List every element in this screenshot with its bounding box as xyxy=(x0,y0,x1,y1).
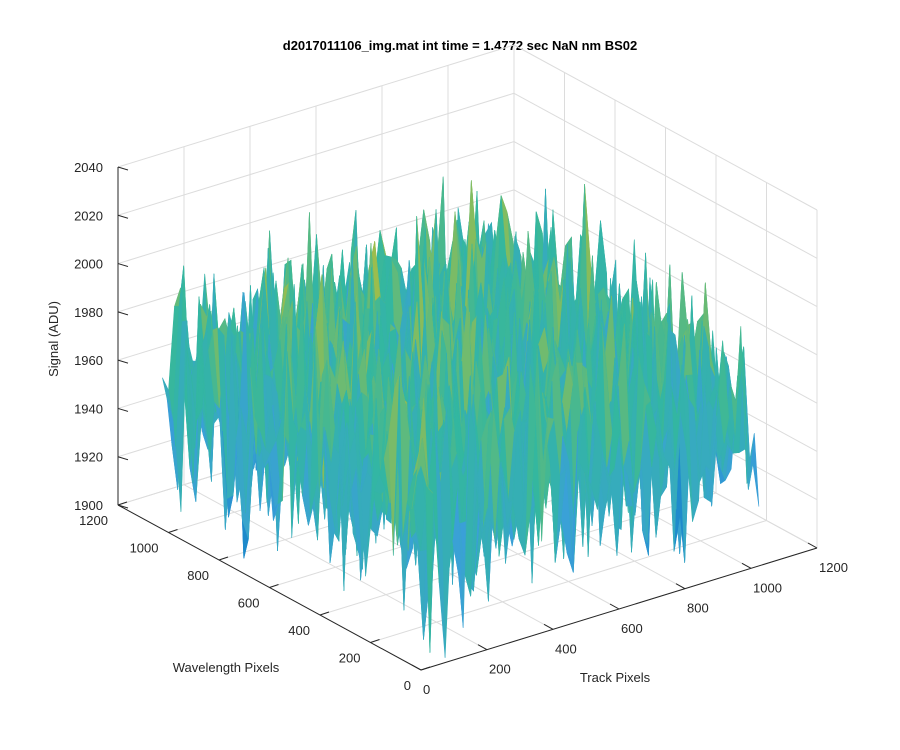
axes xyxy=(117,166,818,671)
z-tick-label: 1900 xyxy=(74,498,103,513)
y-tick-mark xyxy=(319,611,330,616)
x-axis-label: Track Pixels xyxy=(580,670,651,685)
x-tick-label: 600 xyxy=(621,621,643,636)
x-tick-label: 1200 xyxy=(819,560,848,575)
wall-grid-line xyxy=(117,44,515,168)
y-tick-label: 800 xyxy=(187,568,209,583)
wall-grid-line xyxy=(117,92,515,216)
y-tick-label: 1000 xyxy=(130,541,159,556)
x-tick-label: 1000 xyxy=(753,580,782,595)
z-tick-mark xyxy=(117,504,129,509)
wall-grid-line xyxy=(513,44,818,211)
x-tick-mark xyxy=(411,664,422,671)
surface-plot xyxy=(162,176,760,658)
z-tick-mark xyxy=(117,214,129,219)
x-tick-mark xyxy=(675,583,686,590)
x-tick-mark xyxy=(609,603,620,610)
z-tick-label: 2000 xyxy=(74,257,103,272)
y-tick-mark xyxy=(117,501,128,506)
z-tick-label: 1920 xyxy=(74,450,103,465)
z-tick-mark xyxy=(117,166,129,171)
x-tick-mark xyxy=(807,542,818,549)
x-tick-mark xyxy=(741,562,752,569)
wall-grid-line xyxy=(513,189,818,356)
x-tick-label: 400 xyxy=(555,641,577,656)
tick-labels: 0 200 400 600 800 1000 1200 0 200 400 600 800 1000 12… xyxy=(74,160,848,697)
x-tick-mark xyxy=(477,644,488,651)
z-axis-label: Signal (ADU) xyxy=(46,301,61,377)
wall-grid-line xyxy=(513,141,818,308)
chart-title: d2017011106_img.mat int time = 1.4772 se… xyxy=(283,38,637,53)
floor-grid-line xyxy=(370,520,767,643)
z-tick-label: 1960 xyxy=(74,353,103,368)
y-tick-label: 0 xyxy=(404,678,411,693)
z-tick-mark xyxy=(117,263,129,268)
x-tick-label: 800 xyxy=(687,601,709,616)
wall-grid-line xyxy=(117,141,515,265)
surface-patch xyxy=(416,438,428,487)
z-tick-mark xyxy=(117,311,129,316)
y-tick-label: 400 xyxy=(288,623,310,638)
y-tick-mark xyxy=(168,529,178,533)
y-tick-label: 1200 xyxy=(79,513,108,528)
y-tick-mark xyxy=(420,666,431,671)
y-tick-mark xyxy=(218,556,229,561)
y-axis-label: Wavelength Pixels xyxy=(173,660,280,675)
x-tick-mark xyxy=(543,623,554,630)
wall-grid-line xyxy=(513,92,818,259)
z-tick-label: 2020 xyxy=(74,208,103,223)
y-tick-mark xyxy=(269,584,279,588)
y-tick-label: 600 xyxy=(238,596,260,611)
z-tick-mark xyxy=(117,407,129,412)
z-tick-mark xyxy=(117,359,129,364)
z-tick-mark xyxy=(117,456,129,461)
x-tick-label: 200 xyxy=(489,662,511,677)
z-tick-label: 2040 xyxy=(74,160,103,175)
x-tick-label: 0 xyxy=(423,682,430,697)
y-tick-mark xyxy=(370,639,380,643)
z-tick-label: 1980 xyxy=(74,305,103,320)
y-tick-label: 200 xyxy=(339,651,361,666)
z-tick-label: 1940 xyxy=(74,401,103,416)
